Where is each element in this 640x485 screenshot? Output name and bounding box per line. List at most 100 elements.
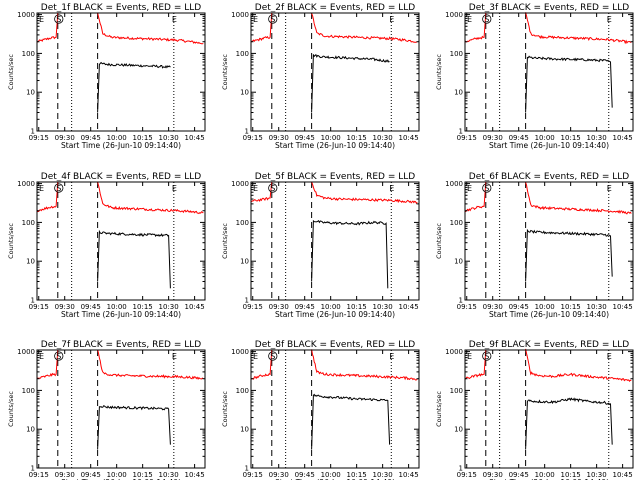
panel-3-x-tick-label-3: 09:45	[509, 134, 529, 142]
panel-2: Det_2f BLACK = Events, RED = LLD 09:15 09:…	[221, 3, 420, 150]
panel-7-axes-frame	[36, 349, 206, 469]
panel-7-x-tick-label-4: 10:00	[107, 471, 127, 479]
panel-1: Det_1f BLACK = Events, RED = LLD 09:15 09:…	[7, 3, 206, 150]
panel-7-title: Det_7f BLACK = Events, RED = LLD	[41, 340, 201, 350]
panel-1-events-series-1	[97, 61, 171, 113]
panel-2-events-series-1	[311, 53, 390, 113]
panel-3-lld-series-1	[464, 12, 487, 43]
panel-8-x-tick-label-4: 10:00	[321, 471, 341, 479]
panel-5-x-tick-label-4: 10:00	[321, 303, 341, 311]
panel-6-x-tick-label-7: 10:45	[613, 303, 633, 311]
panel-3-y-tick-label-2: 10	[454, 89, 463, 97]
panel-5-x-tick-label-3: 09:45	[295, 303, 315, 311]
panel-3-marker-right-e: E	[607, 15, 612, 24]
panel-9-x-tick-label-3: 09:45	[509, 471, 529, 479]
panel-8-x-tick-label-6: 10:30	[373, 471, 393, 479]
panel-4-marker-left-e: E	[39, 184, 44, 193]
panel-8-x-tick-label-2: 09:30	[269, 471, 289, 479]
panel-9-x-tick-label-7: 10:45	[613, 471, 633, 479]
panel-2-title: Det_2f BLACK = Events, RED = LLD	[255, 3, 415, 13]
panel-7-events-series-1	[97, 405, 171, 450]
panel-4-x-tick-label-3: 09:45	[81, 303, 101, 311]
panel-3-x-tick-label-2: 09:30	[483, 134, 503, 142]
panel-1-marker-s: S	[56, 15, 61, 24]
panel-2-x-tick-label-3: 09:45	[295, 134, 315, 142]
panel-2-x-axis-label: Start Time (26-Jun-10 09:14:40)	[275, 141, 395, 150]
panel-5-title: Det_5f BLACK = Events, RED = LLD	[255, 172, 415, 182]
panel-5-y-tick-label-2: 10	[240, 258, 249, 266]
panel-3-x-tick-label-4: 10:00	[535, 134, 555, 142]
panel-1-y-tick-label-1: 1	[31, 128, 35, 136]
panel-8-lld-series-1	[250, 349, 273, 380]
panel-7-y-tick-label-2: 10	[26, 426, 35, 434]
panel-7-y-axis-label: Counts/sec	[7, 391, 15, 427]
panel-9-marker-s: S	[484, 352, 489, 361]
panel-5-x-axis-label: Start Time (26-Jun-10 09:14:40)	[275, 310, 395, 319]
panel-2-y-tick-label-4: 1000	[231, 11, 249, 19]
panel-5-axes-frame	[250, 181, 420, 301]
panel-6-x-tick-label-5: 10:15	[561, 303, 581, 311]
panel-1-x-tick-label-3: 09:45	[81, 134, 101, 142]
panel-2-lld-series-1	[250, 12, 273, 43]
panel-7-x-tick-label-3: 09:45	[81, 471, 101, 479]
panel-9-axes-frame	[464, 349, 634, 469]
panel-6-x-axis-label: Start Time (26-Jun-10 09:14:40)	[489, 310, 609, 319]
panel-3-marker-left-e: E	[467, 15, 472, 24]
panel-6-y-axis-label: Counts/sec	[435, 223, 443, 259]
panel-9-lld-series-2	[525, 348, 632, 383]
panel-3-x-axis-label: Start Time (26-Jun-10 09:14:40)	[489, 141, 609, 150]
panel-6-marker-s: S	[484, 184, 489, 193]
panel-9-x-tick-label-4: 10:00	[535, 471, 555, 479]
panel-4-y-tick-label-2: 10	[26, 258, 35, 266]
panel-8-x-tick-label-1: 09:15	[243, 471, 263, 479]
panel-2-lld-series-2	[311, 13, 418, 43]
panel-1-marker-s-ring	[54, 14, 64, 24]
panel-3-x-tick-label-5: 10:15	[561, 134, 581, 142]
panel-4-title: Det_4f BLACK = Events, RED = LLD	[41, 172, 201, 182]
panel-5-marker-right-e: E	[389, 184, 394, 193]
panel-1-y-tick-label-3: 100	[22, 50, 35, 58]
panel-1-marker-left-e: E	[39, 15, 44, 24]
panel-9-marker-left-e: E	[467, 352, 472, 361]
panel-2-y-tick-label-2: 10	[240, 89, 249, 97]
panel-4-lld-series-2	[97, 181, 204, 215]
panel-8-events-series-1	[311, 393, 391, 450]
panel-3-y-axis-label: Counts/sec	[435, 54, 443, 90]
panel-8-y-axis-label: Counts/sec	[221, 391, 229, 427]
panel-4-marker-right-e: E	[172, 184, 177, 193]
panel-3: Det_3f BLACK = Events, RED = LLD 09:15 09:…	[435, 3, 634, 150]
panel-9-marker-right-e: E	[607, 352, 612, 361]
panel-6-marker-s-ring	[482, 183, 492, 193]
panel-2-y-tick-label-1: 1	[245, 128, 249, 136]
panel-4-marker-s-ring	[54, 183, 64, 193]
panel-5-x-tick-label-1: 09:15	[243, 303, 263, 311]
panel-2-axes-frame	[250, 12, 420, 132]
panel-8-lld-series-2	[311, 349, 418, 381]
panel-7-marker-s: S	[56, 352, 61, 361]
panel-2-x-tick-label-6: 10:30	[373, 134, 393, 142]
panel-3-y-tick-label-4: 1000	[445, 11, 463, 19]
panel-7-marker-s-ring	[54, 351, 64, 361]
panel-2-marker-s: S	[270, 15, 275, 24]
panel-2-y-axis-label: Counts/sec	[221, 54, 229, 90]
panel-4-marker-s: S	[56, 184, 61, 193]
panel-1-x-tick-label-4: 10:00	[107, 134, 127, 142]
panel-7-x-tick-label-2: 09:30	[55, 471, 75, 479]
panel-7-x-tick-label-5: 10:15	[133, 471, 153, 479]
panel-5-x-tick-label-5: 10:15	[347, 303, 367, 311]
panel-5-y-axis-label: Counts/sec	[221, 223, 229, 259]
panel-1-y-axis-label: Counts/sec	[7, 54, 15, 90]
panel-9-y-tick-label-3: 100	[450, 387, 463, 395]
panel-6-y-tick-label-4: 1000	[445, 180, 463, 188]
panel-9-x-tick-label-1: 09:15	[457, 471, 477, 479]
panel-3-x-tick-label-6: 10:30	[587, 134, 607, 142]
panel-8-marker-s: S	[270, 352, 275, 361]
panel-8-y-tick-label-4: 1000	[231, 348, 249, 356]
panel-6-x-tick-label-4: 10:00	[535, 303, 555, 311]
panel-1-lld-series-1	[36, 12, 59, 43]
panel-5: Det_5f BLACK = Events, RED = LLD 09:15 09:…	[221, 172, 420, 319]
panel-9-title: Det_9f BLACK = Events, RED = LLD	[469, 340, 629, 350]
panel-8-marker-left-e: E	[253, 352, 258, 361]
